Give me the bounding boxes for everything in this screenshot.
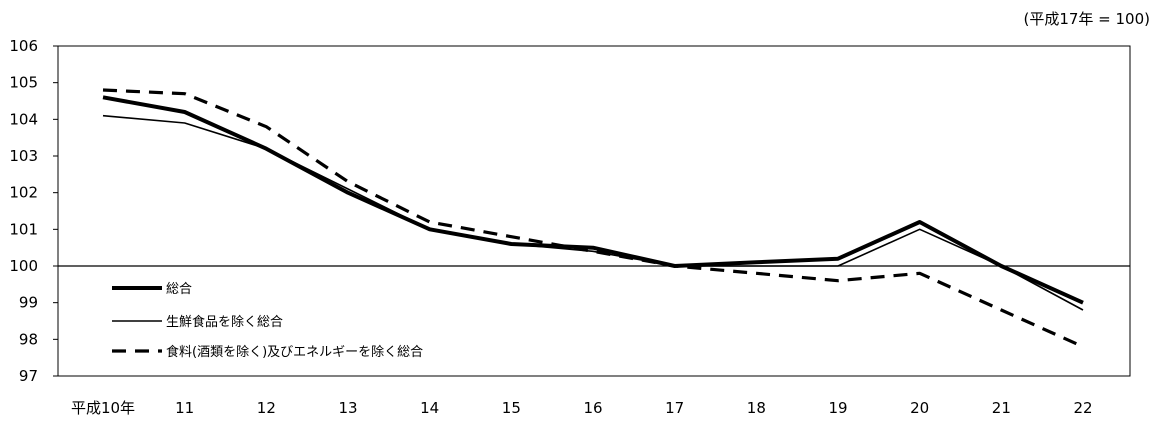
y-tick-label: 106	[9, 37, 38, 55]
x-tick-label: 16	[583, 399, 602, 417]
x-tick-label: 17	[665, 399, 684, 417]
y-tick-label: 100	[9, 257, 38, 275]
x-tick-label: 22	[1073, 399, 1092, 417]
x-tick-label: 平成10年	[71, 399, 135, 417]
y-tick-label: 101	[9, 220, 38, 238]
plot-border	[57, 45, 1131, 377]
y-tick-label: 102	[9, 184, 38, 202]
y-tick-label: 98	[19, 330, 38, 348]
legend-label-3: 食料(酒類を除く)及びエネルギーを除く総合	[166, 344, 423, 360]
legend-label-2: 生鮮食品を除く総合	[166, 314, 283, 330]
y-tick-label: 103	[9, 147, 38, 165]
unit-note: (平成17年 = 100)	[1023, 10, 1150, 28]
x-tick-label: 21	[992, 399, 1011, 417]
x-tick-label: 14	[420, 399, 439, 417]
series-line-3	[102, 88, 1084, 349]
series-line-2	[102, 114, 1084, 311]
x-tick-label: 15	[502, 399, 521, 417]
x-tick-label: 18	[747, 399, 766, 417]
x-tick-label: 12	[257, 399, 276, 417]
x-tick-label: 13	[338, 399, 357, 417]
y-axis: 97 98 99 100 101 102 103 104 105 106	[9, 37, 58, 385]
y-tick-label: 97	[19, 367, 38, 385]
series-line-1	[102, 95, 1084, 305]
y-tick-label: 99	[19, 294, 38, 312]
x-axis: 平成10年 11 12 13 14 15 16 17 18 19 20 21 22	[71, 399, 1093, 417]
y-tick-label: 104	[9, 110, 38, 128]
x-tick-label: 11	[175, 399, 194, 417]
series-layer	[102, 88, 1084, 349]
legend-label-1: 総合	[166, 282, 192, 297]
x-tick-label: 19	[828, 399, 847, 417]
plot-frame	[57, 45, 1131, 377]
x-tick-label: 20	[910, 399, 929, 417]
y-tick-label: 105	[9, 74, 38, 92]
